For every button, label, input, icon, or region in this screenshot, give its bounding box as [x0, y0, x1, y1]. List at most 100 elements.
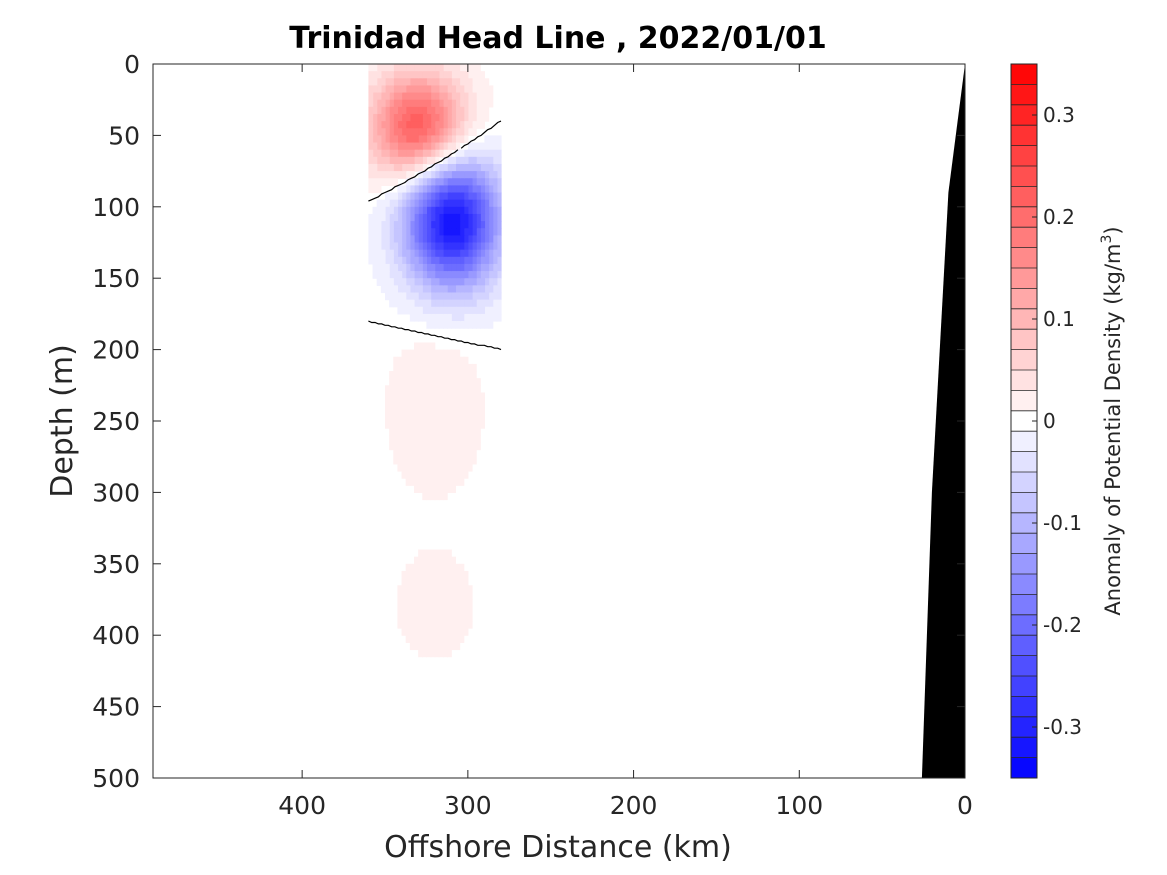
field-cell — [467, 406, 473, 415]
field-cell — [426, 649, 432, 658]
field-cell — [434, 113, 440, 122]
field-cell — [480, 285, 486, 294]
field-cell — [418, 235, 423, 244]
field-cell — [405, 206, 411, 215]
field-cell — [443, 635, 448, 643]
field-cell — [443, 463, 448, 472]
field-cell — [376, 71, 382, 79]
field-cell — [430, 470, 436, 479]
field-cell — [372, 221, 378, 229]
field-cell — [484, 178, 490, 186]
field-cell — [451, 313, 457, 322]
field-cell — [418, 292, 423, 301]
field-cell — [430, 642, 436, 651]
field-cell — [385, 78, 390, 87]
field-cell — [418, 371, 423, 379]
field-cell — [438, 592, 444, 601]
field-cell — [389, 292, 394, 301]
field-cell — [492, 313, 498, 322]
field-cell — [438, 64, 444, 72]
field-cell — [385, 249, 390, 258]
field-cell — [393, 363, 399, 372]
field-cell — [389, 171, 394, 179]
field-cell — [492, 263, 498, 272]
field-cell — [463, 64, 469, 72]
field-cell — [480, 85, 486, 94]
field-cell — [443, 321, 448, 329]
field-cell — [430, 171, 436, 179]
field-cell — [488, 221, 494, 229]
field-cell — [426, 228, 432, 236]
field-cell — [467, 278, 473, 286]
field-cell — [484, 249, 490, 258]
field-cell — [434, 349, 440, 358]
field-cell — [380, 171, 386, 179]
field-cell — [414, 64, 419, 72]
field-cell — [418, 642, 423, 651]
y-tick-label: 300 — [92, 478, 140, 507]
field-cell — [368, 256, 374, 265]
field-cell — [405, 421, 411, 429]
field-cell — [443, 356, 448, 365]
field-cell — [430, 421, 436, 429]
field-cell — [414, 185, 419, 194]
field-cell — [405, 149, 411, 158]
colorbar-segment — [1011, 492, 1037, 514]
field-cell — [418, 578, 423, 586]
field-cell — [426, 428, 432, 436]
field-cell — [472, 64, 477, 72]
field-cell — [463, 156, 469, 165]
field-cell — [434, 235, 440, 244]
field-cell — [476, 421, 481, 429]
field-cell — [426, 385, 432, 394]
field-cell — [418, 256, 423, 265]
colorbar-segment — [1011, 696, 1037, 718]
field-cell — [430, 178, 436, 186]
field-cell — [434, 78, 440, 87]
field-cell — [422, 171, 428, 179]
field-cell — [438, 321, 444, 329]
field-cell — [447, 78, 452, 87]
field-cell — [447, 192, 452, 201]
field-cell — [467, 435, 473, 444]
field-cell — [389, 135, 394, 144]
field-cell — [426, 78, 432, 87]
field-cell — [414, 142, 419, 151]
field-cell — [455, 392, 461, 401]
x-axis-label: Offshore Distance (km) — [384, 830, 732, 865]
field-cell — [438, 242, 444, 251]
field-cell — [443, 349, 448, 358]
field-cell — [443, 421, 448, 429]
field-cell — [405, 435, 411, 444]
colorbar-segment — [1011, 247, 1037, 269]
field-cell — [438, 463, 444, 472]
field-cell — [476, 199, 481, 208]
field-cell — [414, 78, 419, 87]
field-cell — [389, 235, 394, 244]
field-cell — [397, 106, 403, 115]
field-cell — [368, 221, 374, 229]
field-cell — [443, 135, 448, 144]
field-cell — [422, 592, 428, 601]
field-cell — [484, 221, 490, 229]
field-cell — [438, 235, 444, 244]
field-cell — [447, 649, 452, 658]
field-cell — [422, 620, 428, 629]
field-cell — [397, 192, 403, 201]
field-cell — [409, 285, 415, 294]
field-cell — [459, 606, 465, 615]
field-cell — [409, 92, 415, 101]
field-cell — [422, 635, 428, 643]
field-cell — [401, 78, 407, 87]
field-cell — [430, 142, 436, 151]
field-cell — [409, 178, 415, 186]
field-cell — [451, 478, 457, 486]
field-cell — [414, 563, 419, 572]
field-cell — [438, 228, 444, 236]
field-cell — [385, 121, 390, 129]
field-cell — [434, 628, 440, 636]
field-cell — [393, 221, 399, 229]
field-cell — [401, 392, 407, 401]
field-cell — [438, 371, 444, 379]
field-cell — [401, 213, 407, 222]
